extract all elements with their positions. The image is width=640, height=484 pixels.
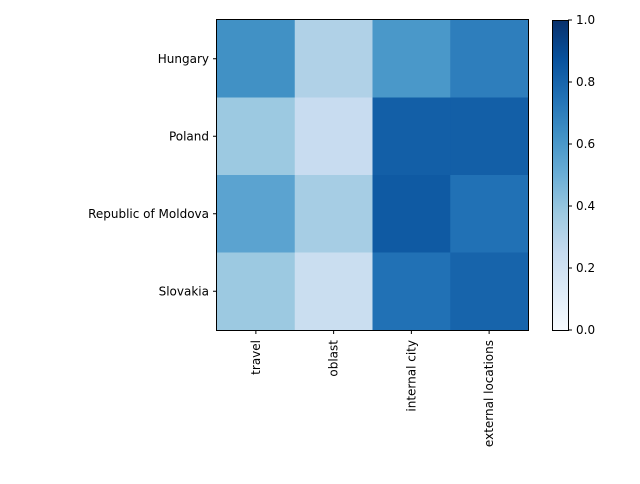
x-tick-label: internal city — [404, 340, 418, 412]
heatmap-cell — [372, 20, 451, 98]
colorbar-tick-label: 0.6 — [576, 137, 595, 151]
colorbar-ticks: 0.0 0.2 0.4 0.6 0.8 1.0 — [568, 13, 595, 337]
heatmap-cell — [450, 252, 529, 331]
heatmap-cell — [294, 97, 373, 176]
heatmap-cell — [294, 175, 373, 253]
colorbar-frame — [552, 20, 569, 331]
colorbar-tick-label: 0.0 — [576, 323, 595, 337]
heatmap-cell — [372, 97, 451, 176]
heatmap-cell — [450, 20, 529, 98]
heatmap-cell — [217, 97, 296, 176]
heatmap-cell — [294, 20, 373, 98]
y-tick-label: Slovakia — [159, 284, 209, 298]
colorbar-tick-label: 0.2 — [576, 261, 595, 275]
heatmap-cell — [217, 252, 296, 331]
colorbar-tick-label: 0.4 — [576, 199, 595, 213]
heatmap-cell — [294, 252, 373, 331]
colorbar-tick-label: 0.8 — [576, 75, 595, 89]
x-tick-label: oblast — [327, 340, 341, 377]
heatmap-cell — [372, 175, 451, 253]
y-tick-label: Hungary — [158, 52, 209, 66]
heatmap-cell — [217, 20, 296, 98]
heatmap-cell — [450, 175, 529, 253]
colorbar: 0.0 0.2 0.4 0.6 0.8 1.0 — [552, 13, 595, 337]
x-tick-label: travel — [249, 340, 263, 375]
y-tick-label: Republic of Moldova — [88, 207, 209, 221]
y-tick-label: Poland — [169, 129, 209, 143]
heatmap-cell — [372, 252, 451, 331]
plot-frame — [216, 19, 529, 331]
y-axis: Hungary Poland Republic of Moldova Slovakia — [88, 52, 217, 298]
heatmap-cells — [217, 20, 529, 331]
x-axis: travel oblast internal city external locati… — [249, 330, 496, 447]
colorbar-tick-label: 1.0 — [576, 13, 595, 27]
x-tick-label: external locations — [482, 340, 496, 447]
heatmap-cell — [450, 97, 529, 176]
heatmap-cell — [217, 175, 296, 253]
colorbar-gradient — [552, 20, 568, 330]
